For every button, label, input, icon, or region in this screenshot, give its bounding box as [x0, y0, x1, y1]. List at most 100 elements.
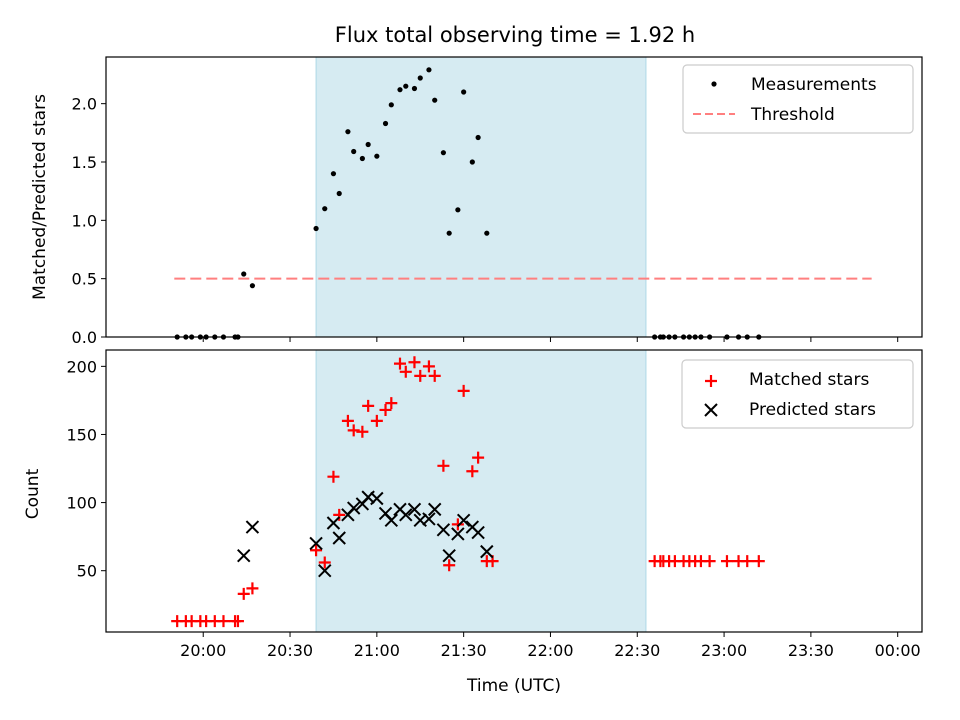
measurement-point — [397, 87, 403, 93]
measurement-point — [330, 171, 337, 177]
predicted-star-point — [399, 508, 413, 522]
predicted-star-point — [480, 544, 494, 559]
predicted-star-point — [309, 536, 323, 551]
predicted-star-point — [451, 527, 465, 541]
ticks-top: 0.0 0.5 1.0 1.5 2.0 — [72, 95, 899, 347]
matched-star-point — [752, 555, 765, 568]
y-tick-label: 200 — [66, 357, 97, 376]
matched-star-point — [466, 465, 479, 478]
matched-star-point — [472, 451, 485, 464]
measurement-point — [336, 190, 342, 197]
matched-star-point — [741, 555, 754, 568]
measurement-point — [432, 97, 438, 103]
measurement-point — [365, 141, 371, 148]
matched-star-point — [370, 414, 383, 427]
x-tick-label: 23:30 — [788, 641, 834, 660]
x-tick-label: 22:00 — [527, 641, 573, 660]
matched-star-point — [457, 384, 470, 397]
legend-frame-top — [682, 64, 914, 134]
legend-label-measurements: Measurements — [751, 75, 877, 95]
predicted-star-point — [346, 501, 361, 515]
y-tick-label: 100 — [66, 494, 97, 513]
measurement-point — [388, 102, 394, 108]
legend-label-threshold: Threshold — [750, 105, 835, 125]
predicted-star-point — [436, 523, 451, 537]
x-tick-label: 20:30 — [267, 641, 313, 660]
measurement-point — [249, 283, 256, 289]
y-tick-label: 1.5 — [72, 153, 97, 172]
y-tick-label: 2.0 — [72, 95, 97, 114]
matched-star-point — [703, 555, 716, 568]
x-tick-label: 22:30 — [614, 641, 660, 660]
measurement-point — [241, 271, 247, 277]
predicted-star-point — [237, 549, 251, 563]
legend-label-predicted-stars: Predicted stars — [749, 400, 876, 420]
measurement-point — [382, 120, 389, 127]
y-tick-label: 0.0 — [72, 328, 97, 347]
matched-star-point — [408, 356, 421, 369]
y-tick-label: 1.0 — [72, 211, 97, 230]
chart-title: Flux total observing time = 1.92 h — [335, 23, 695, 47]
predicted-star-point — [326, 516, 341, 530]
x-tick-label: 21:30 — [441, 641, 487, 660]
predicted-star-point — [407, 502, 422, 517]
measurement-point — [351, 148, 357, 155]
measurement-point — [359, 155, 365, 162]
matched-star-point — [318, 556, 331, 569]
panel-bottom: 20:00 20:30 21:00 21:30 22:00 22:30 23:00 23:30… — [23, 349, 923, 696]
measurement-point — [417, 75, 423, 81]
matched-star-point — [428, 369, 441, 382]
measurement-point — [446, 230, 452, 236]
matched-star-point — [385, 397, 398, 410]
predicted-star-point — [318, 563, 332, 578]
y-axis-label-bottom: Count — [23, 468, 43, 519]
x-axis-label: Time (UTC) — [466, 676, 561, 696]
matched-star-point — [399, 365, 412, 378]
observing-window-shade-top — [315, 56, 647, 338]
x-tick-label: 21:00 — [354, 641, 400, 660]
measurement-point — [345, 129, 351, 135]
matched-star-point — [333, 508, 346, 521]
measurement-point — [461, 89, 467, 95]
predicted-star-point — [442, 549, 456, 563]
legend-label-matched-stars: Matched stars — [749, 370, 869, 390]
legend-marker-predicted-stars — [704, 403, 718, 417]
measurement-point — [426, 67, 432, 73]
matched-star-point — [720, 555, 733, 568]
marks-bottom — [171, 356, 765, 628]
measurement-point — [440, 150, 446, 156]
legend-marker-matched-stars — [705, 375, 717, 387]
y-axis-label-top: Matched/Predicted stars — [30, 94, 50, 300]
y-tick-label: 0.5 — [72, 270, 97, 289]
matched-star-point — [347, 424, 360, 437]
predicted-star-point — [384, 513, 399, 527]
measurement-point — [475, 134, 481, 141]
ticks-bottom: 20:00 20:30 21:00 21:30 22:00 22:30 23:00 23:30… — [66, 357, 920, 660]
matched-star-point — [437, 459, 450, 472]
x-tick-label: 00:00 — [875, 641, 921, 660]
matched-star-point — [451, 518, 464, 531]
measurement-point — [322, 206, 328, 212]
y-tick-label: 150 — [66, 425, 97, 444]
matched-star-point — [341, 414, 354, 427]
panel-top: 0.00.51.01.52.0 Matched/Predicted stars … — [30, 56, 923, 347]
measurement-point — [374, 153, 380, 159]
predicted-star-point — [471, 525, 485, 540]
legend-top: Measurements Threshold — [682, 64, 914, 134]
matched-star-point — [356, 425, 369, 438]
observing-window-shade-bottom — [315, 349, 647, 633]
legend-frame-bottom — [681, 359, 914, 429]
predicted-star-point — [332, 531, 346, 545]
predicted-star-point — [422, 512, 436, 526]
matched-star-point — [237, 587, 250, 600]
predicted-star-point — [428, 502, 442, 517]
matched-star-point — [246, 582, 259, 595]
measurement-point — [455, 207, 461, 213]
matched-star-point — [231, 615, 244, 628]
measurement-point — [313, 225, 319, 232]
matched-star-point — [362, 399, 375, 412]
measurement-point — [411, 85, 418, 92]
y-tick-label: 50 — [77, 562, 97, 581]
legend-marker-measurements — [711, 81, 717, 87]
matched-star-point — [443, 559, 456, 572]
